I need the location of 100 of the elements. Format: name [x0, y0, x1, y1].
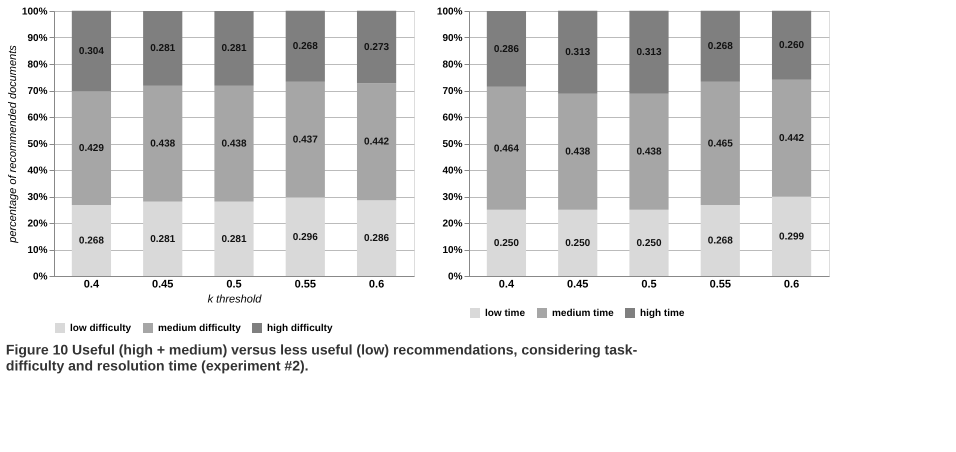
y-tick-label: 70%: [442, 86, 463, 97]
bar: [486, 11, 526, 87]
y-tick-label: 80%: [442, 60, 463, 70]
bar: [558, 10, 598, 94]
bar: [214, 202, 254, 276]
y-tick-label: 30%: [442, 192, 463, 203]
x-axis-title: k threshold: [208, 294, 262, 306]
bar: [72, 10, 112, 92]
y-tick-label: 80%: [27, 60, 48, 70]
data-label: 0.429: [78, 143, 104, 154]
y-tick-label: 70%: [27, 86, 48, 97]
legend-label: low difficulty: [70, 323, 132, 334]
bar: [143, 11, 182, 86]
data-label: 0.250: [565, 238, 591, 249]
y-tick-label: 20%: [27, 218, 48, 230]
bar: [72, 204, 112, 276]
bar: [214, 11, 254, 86]
bar: [486, 86, 526, 210]
bar: [629, 94, 669, 210]
data-label: 0.268: [78, 235, 104, 246]
legend-label: medium difficulty: [158, 323, 242, 334]
data-label: 0.438: [636, 146, 662, 158]
x-tick-label: 0.55: [294, 278, 316, 290]
y-tick-label: 50%: [442, 139, 463, 150]
data-label: 0.438: [221, 138, 247, 150]
y-tick-label: 30%: [27, 192, 48, 203]
bar: [214, 85, 254, 202]
y-tick-label: 90%: [442, 33, 463, 44]
bar: [772, 196, 812, 276]
data-label: 0.313: [636, 47, 662, 58]
data-label: 0.281: [221, 43, 247, 54]
y-tick-label: 50%: [27, 139, 48, 150]
bar: [143, 202, 182, 276]
bar: [286, 10, 325, 82]
data-label: 0.286: [364, 233, 390, 244]
bar: [356, 83, 396, 200]
y-axis-title: percentage of recommended documents: [6, 44, 19, 244]
bar: [286, 198, 325, 276]
bar: [700, 82, 740, 205]
data-label: 0.250: [636, 238, 662, 249]
x-tick-label: 0.55: [710, 278, 731, 290]
data-label: 0.299: [779, 231, 805, 242]
data-label: 0.281: [150, 234, 176, 245]
x-tick-label: 0.45: [567, 278, 588, 290]
data-label: 0.268: [292, 41, 318, 52]
data-label: 0.260: [779, 40, 805, 52]
data-label: 0.268: [708, 235, 734, 246]
data-label: 0.464: [494, 143, 520, 154]
bar: [558, 210, 598, 276]
data-label: 0.296: [292, 232, 318, 243]
y-tick-label: 40%: [27, 166, 48, 176]
bar: [700, 204, 740, 276]
data-label: 0.313: [565, 47, 591, 58]
bar: [629, 210, 669, 276]
y-tick-label: 40%: [442, 166, 463, 176]
x-tick-label: 0.5: [226, 278, 242, 290]
y-tick-label: 20%: [442, 218, 463, 230]
bar: [356, 10, 396, 84]
x-tick-label: 0.4: [84, 278, 100, 290]
legend-label: high time: [640, 308, 685, 319]
y-tick-label: 100%: [436, 6, 463, 18]
data-label: 0.268: [708, 41, 734, 52]
x-tick-label: 0.45: [152, 278, 174, 290]
bar: [286, 82, 325, 198]
x-tick-label: 0.6: [784, 278, 800, 290]
caption: Figure 10 Useful (high + medium) versus less useful (low) recommendations, considering task-difficulty and resolution time (experiment #2).: [6, 342, 638, 374]
x-tick-label: 0.6: [368, 278, 384, 290]
data-label: 0.281: [150, 43, 176, 54]
legend-label: low time: [485, 308, 526, 319]
y-tick-label: 0%: [448, 272, 463, 282]
bar: [143, 85, 182, 202]
data-label: 0.438: [565, 146, 591, 158]
y-tick-label: 0%: [33, 272, 48, 282]
data-label: 0.304: [78, 46, 104, 58]
bar: [72, 91, 112, 205]
x-tick-label: 0.4: [498, 278, 515, 290]
bar: [558, 94, 598, 210]
bar: [356, 200, 396, 276]
y-tick-label: 10%: [442, 245, 463, 256]
y-tick-label: 10%: [27, 245, 48, 256]
legend-label: high difficulty: [267, 323, 333, 334]
data-label: 0.273: [364, 42, 390, 53]
data-label: 0.465: [708, 138, 734, 150]
bar: [700, 10, 740, 82]
data-label: 0.442: [779, 133, 805, 144]
data-label: 0.437: [292, 134, 318, 146]
data-label: 0.442: [364, 136, 390, 148]
data-label: 0.281: [221, 234, 247, 245]
x-tick-label: 0.5: [641, 278, 657, 290]
bar: [772, 80, 812, 197]
y-tick-label: 100%: [22, 6, 48, 18]
y-tick-label: 60%: [27, 112, 48, 124]
legend-label: medium time: [552, 308, 614, 319]
y-tick-label: 90%: [27, 33, 48, 44]
bar: [772, 10, 812, 80]
bar: [486, 210, 526, 276]
y-tick-label: 60%: [442, 112, 463, 124]
data-label: 0.250: [494, 238, 520, 249]
bar: [629, 10, 669, 94]
data-label: 0.286: [494, 44, 520, 55]
